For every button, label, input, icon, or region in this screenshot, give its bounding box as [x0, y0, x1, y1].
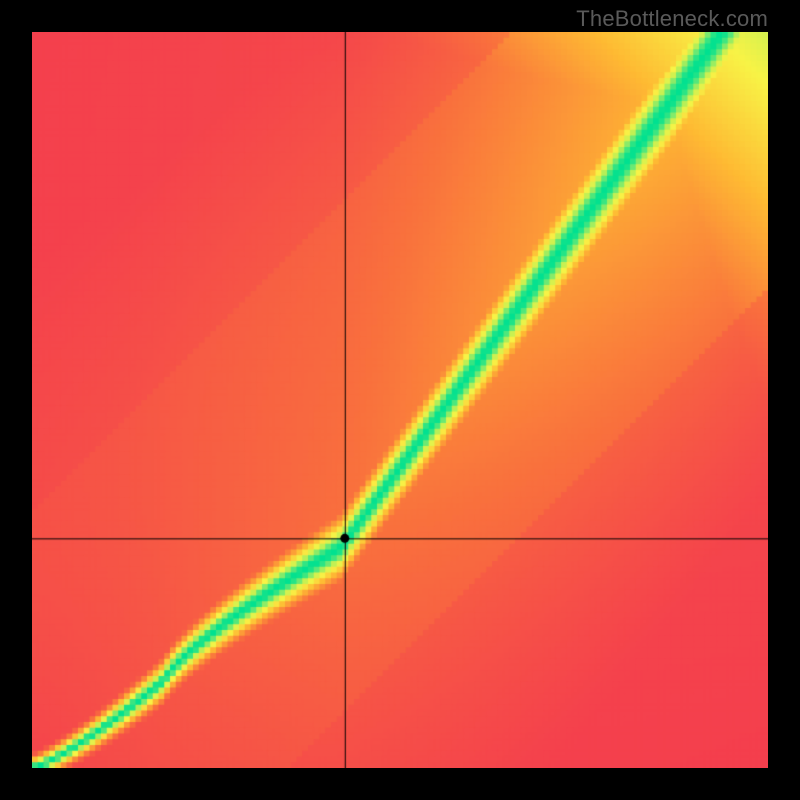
- bottleneck-heatmap: [32, 32, 768, 768]
- chart-container: { "watermark": "TheBottleneck.com", "cha…: [0, 0, 800, 800]
- watermark-text: TheBottleneck.com: [576, 6, 768, 32]
